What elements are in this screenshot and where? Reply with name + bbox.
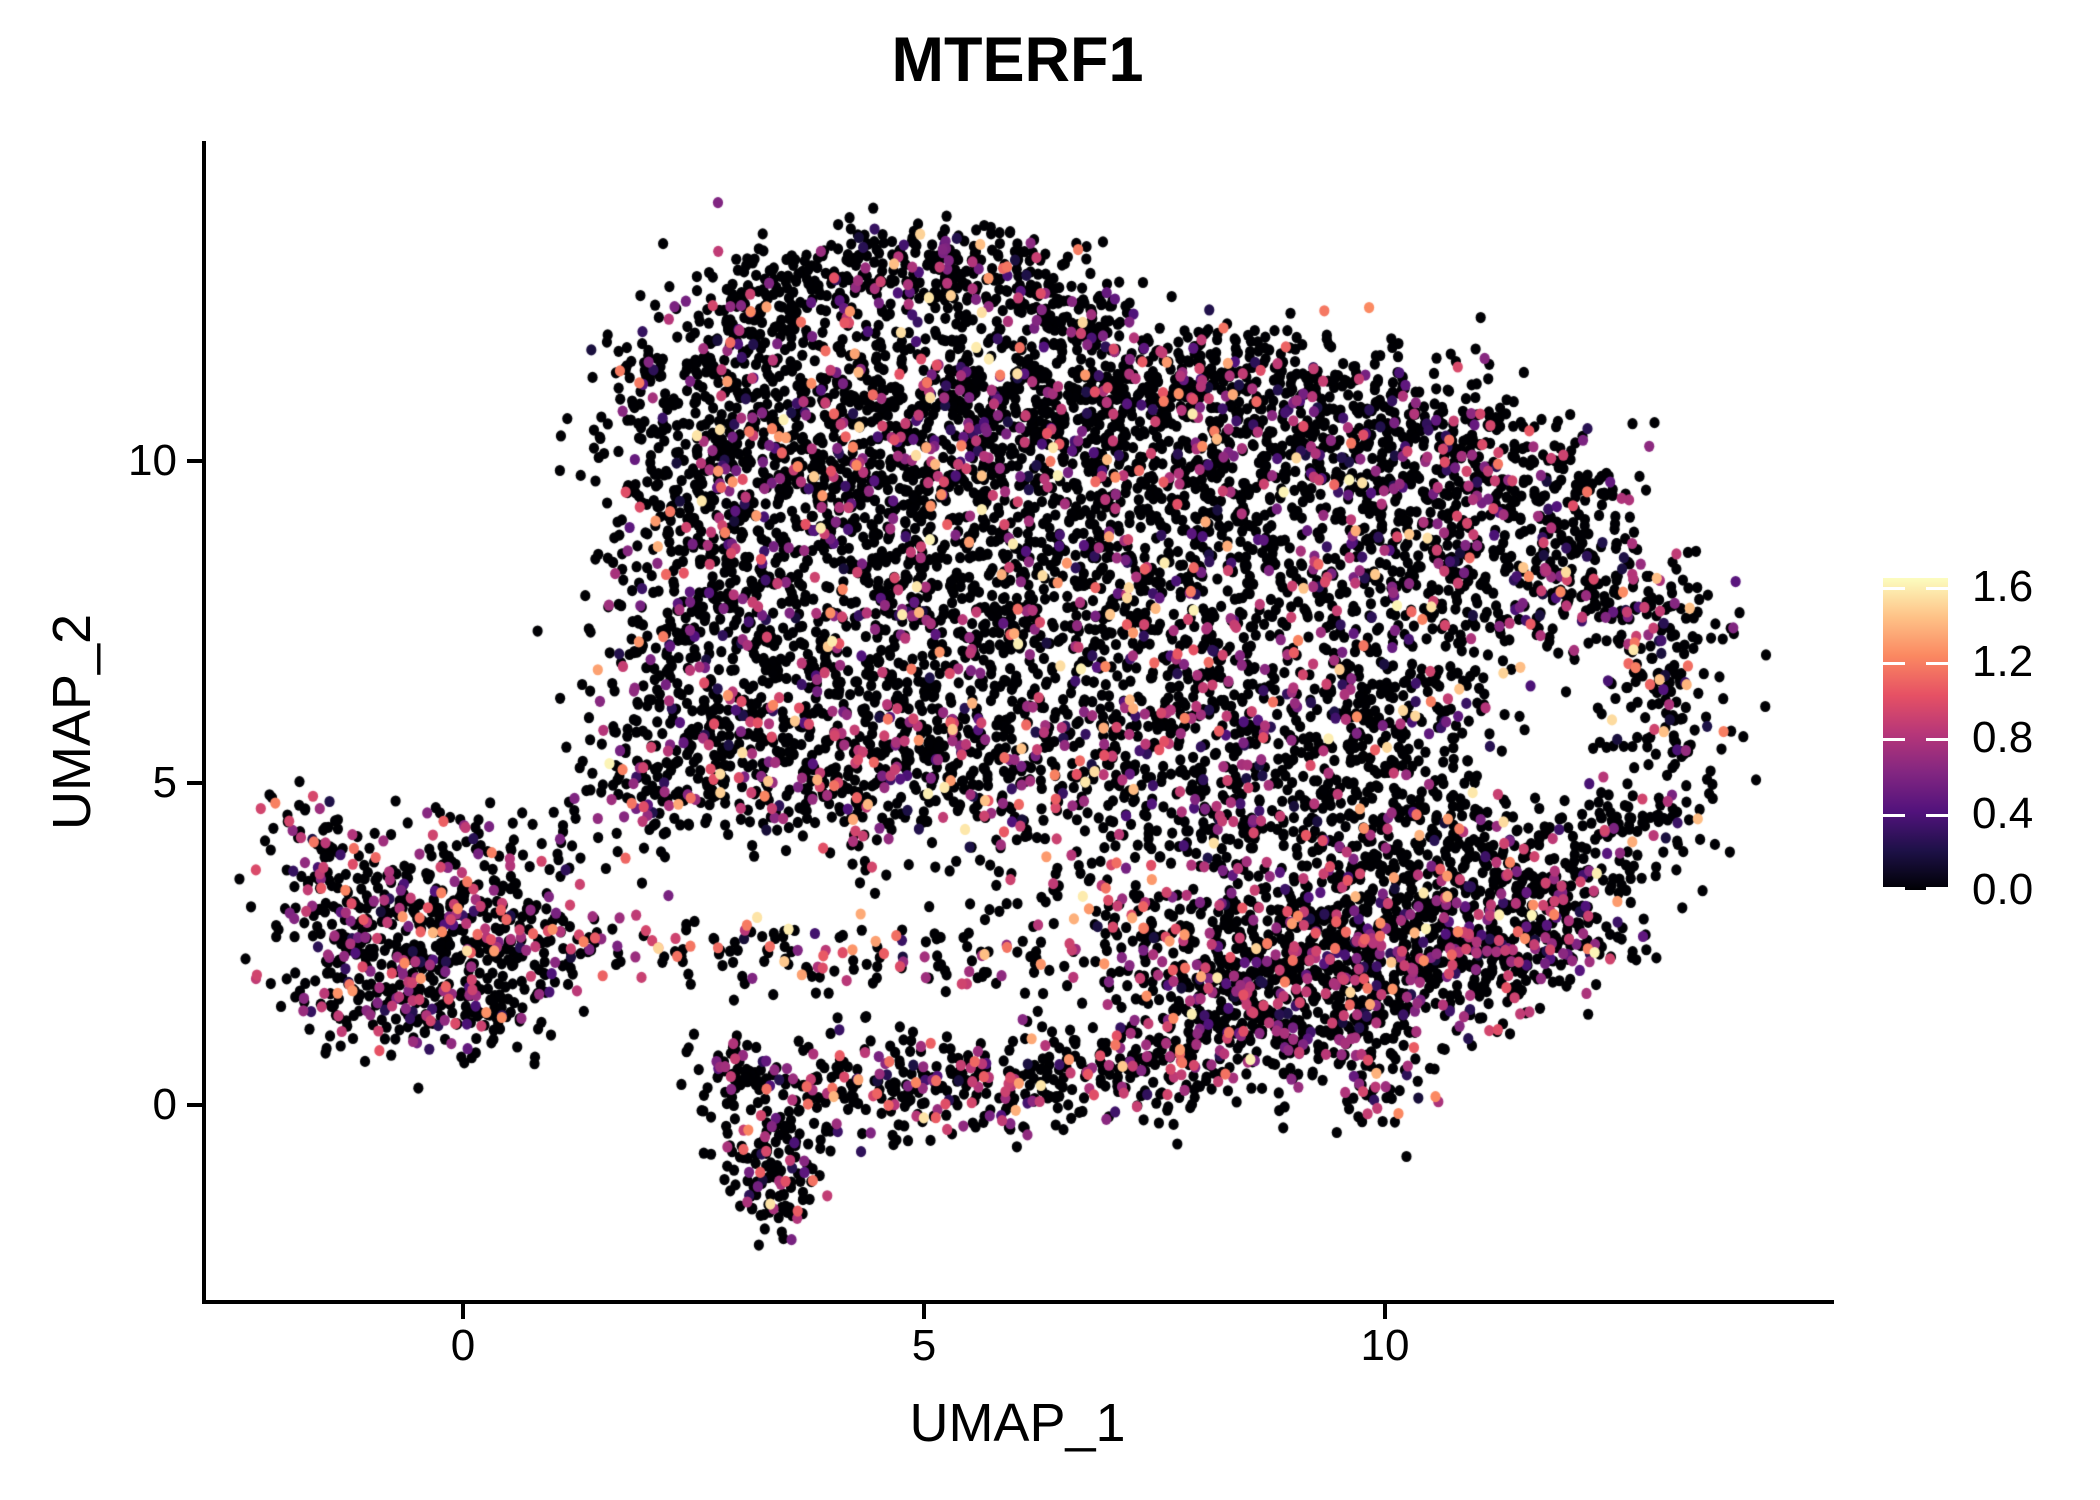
y-axis-line — [202, 141, 206, 1304]
y-tick-label: 10 — [128, 436, 177, 485]
colorbar-tick-mark — [1883, 586, 1905, 590]
colorbar-tick-mark — [1926, 586, 1948, 590]
y-tick-label: 5 — [152, 758, 177, 807]
colorbar-tick-mark — [1926, 662, 1948, 666]
x-tick-label: 5 — [911, 1321, 937, 1370]
y-tick-mark — [187, 1103, 202, 1107]
x-axis-line — [202, 1300, 1834, 1304]
x-tick-label: 0 — [450, 1321, 476, 1370]
x-tick-mark — [461, 1304, 465, 1319]
colorbar-tick-mark — [1883, 662, 1905, 666]
colorbar-tick-label: 1.2 — [1972, 637, 2034, 687]
colorbar-tick-mark — [1926, 814, 1948, 818]
colorbar-tick-mark — [1926, 887, 1948, 890]
colorbar-tick-mark — [1883, 738, 1905, 742]
y-axis-title: UMAP_2 — [42, 613, 102, 831]
x-tick-mark — [1383, 1304, 1387, 1319]
x-tick-mark — [922, 1304, 926, 1319]
colorbar-tick-label: 0.4 — [1972, 789, 2034, 839]
colorbar-tick-mark — [1926, 738, 1948, 742]
y-tick-mark — [187, 781, 202, 785]
x-tick-label: 10 — [1360, 1321, 1410, 1370]
colorbar-gradient — [1883, 578, 1948, 890]
x-axis-title: UMAP_1 — [909, 1393, 1126, 1453]
y-tick-label: 0 — [152, 1080, 177, 1129]
colorbar-tick-label: 1.6 — [1972, 561, 2034, 611]
y-tick-mark — [187, 459, 202, 463]
colorbar-tick-mark — [1883, 887, 1905, 890]
colorbar-tick-label: 0.8 — [1972, 713, 2034, 763]
colorbar-tick-label: 0.0 — [1972, 865, 2034, 914]
colorbar-tick-mark — [1883, 814, 1905, 818]
